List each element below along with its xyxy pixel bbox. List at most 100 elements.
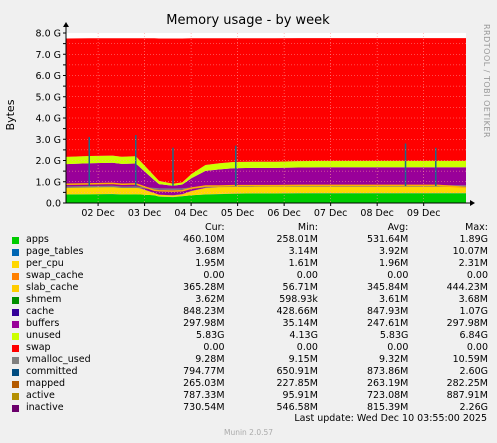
legend-swatch: [12, 260, 19, 268]
legend-swatch: [12, 272, 19, 280]
legend-avg: 3.61M: [379, 294, 409, 305]
legend-max: 3.68M: [458, 294, 488, 305]
legend-row-committed: committed 794.77M 650.91M 873.86M 2.60G: [12, 366, 488, 378]
plot-area: 0.0 1.0 G 2.0 G 3.0 G 4.0 G 5.0 G 6.0 G 7.0 G 8.…: [36, 22, 475, 219]
legend-max: 2.31M: [458, 258, 488, 269]
legend-avg: 723.08M: [366, 390, 409, 401]
legend-name: apps: [26, 234, 49, 245]
legend-max: 1.07G: [459, 306, 488, 317]
legend-header-avg: Avg:: [387, 222, 409, 233]
legend-min: 4.13G: [289, 330, 318, 341]
legend-max: 444.23M: [446, 282, 488, 293]
y-tick-label: 6.0 G: [36, 71, 62, 82]
legend-cur: 460.10M: [183, 234, 225, 245]
series-apps: [66, 193, 466, 203]
legend-min: 35.14M: [282, 318, 318, 329]
legend-avg: 9.32M: [379, 354, 409, 365]
y-tick-label: 7.0 G: [36, 50, 62, 61]
legend-cur: 787.33M: [183, 390, 225, 401]
legend-min: 95.91M: [282, 390, 318, 401]
memory-chart: Memory usage - by week Bytes RRDTOOL / T…: [4, 13, 491, 219]
legend-swatch: [12, 236, 19, 244]
legend-swatch: [12, 284, 19, 292]
legend-name: per_cpu: [26, 258, 64, 269]
legend-cur: 365.28M: [183, 282, 225, 293]
legend-avg: 5.83G: [379, 330, 409, 341]
legend-min: 650.91M: [276, 366, 318, 377]
legend-name: slab_cache: [26, 282, 79, 293]
legend-swatch: [12, 308, 19, 316]
legend-max: 1.89G: [459, 234, 488, 245]
legend-min: 0.00: [296, 342, 318, 353]
legend-swatch: [12, 356, 19, 364]
legend-max: 0.00: [466, 270, 488, 281]
legend-name: buffers: [26, 318, 60, 329]
legend-row-page-tables: page_tables 3.68M 3.14M 3.92M 10.07M: [12, 246, 488, 258]
x-tick-label: 09 Dec: [407, 208, 441, 219]
rrdtool-watermark: RRDTOOL / TOBI OETIKER: [482, 24, 491, 138]
legend-name: vmalloc_used: [26, 354, 91, 365]
legend-avg: 0.00: [387, 342, 409, 353]
legend-row-per-cpu: per_cpu 1.95M 1.61M 1.96M 2.31M: [12, 258, 488, 270]
legend: Cur: Min: Avg: Max: apps 460.10M 258.01M 53…: [12, 222, 488, 414]
series-unused: [66, 38, 466, 184]
legend-row-mapped: mapped 265.03M 227.85M 263.19M 282.25M: [12, 378, 488, 390]
legend-avg: 815.39M: [366, 402, 409, 413]
legend-row-slab-cache: slab_cache 365.28M 56.71M 345.84M 444.23M: [12, 282, 488, 294]
y-tick-label: 5.0 G: [36, 92, 62, 103]
y-tick-label: 4.0 G: [36, 114, 62, 125]
legend-header-cur: Cur:: [204, 222, 225, 233]
legend-max: 2.60G: [459, 366, 488, 377]
legend-min: 227.85M: [276, 378, 318, 389]
legend-avg: 873.86M: [366, 366, 409, 377]
chart-title: Memory usage - by week: [166, 13, 330, 28]
legend-min: 3.14M: [288, 246, 318, 257]
series-slab-cache: [66, 185, 466, 197]
legend-name: swap_cache: [26, 270, 84, 281]
legend-cur: 0.00: [203, 270, 225, 281]
legend-name: mapped: [26, 378, 66, 389]
legend-cur: 3.68M: [195, 246, 225, 257]
legend-cur: 848.23M: [183, 306, 225, 317]
legend-max: 282.25M: [446, 378, 488, 389]
x-tick-label: 07 Dec: [314, 208, 348, 219]
legend-cur: 9.28M: [195, 354, 225, 365]
x-tick-label: 02 Dec: [81, 208, 115, 219]
legend-min: 9.15M: [288, 354, 318, 365]
legend-swatch: [12, 344, 19, 352]
y-axis-label: Bytes: [4, 99, 17, 130]
legend-row-unused: unused 5.83G 4.13G 5.83G 6.84G: [12, 330, 488, 342]
legend-cur: 0.00: [203, 342, 225, 353]
x-tick-label: 05 Dec: [221, 208, 255, 219]
x-axis-arrow: [470, 200, 475, 206]
x-tick-label: 03 Dec: [128, 208, 162, 219]
legend-header: Cur: Min: Avg: Max:: [12, 222, 488, 234]
x-tick-label: 06 Dec: [267, 208, 301, 219]
y-axis-arrow: [63, 22, 69, 27]
y-tick-label: 8.0 G: [36, 29, 62, 40]
legend-name: shmem: [26, 294, 62, 305]
legend-max: 0.00: [466, 342, 488, 353]
legend-name: cache: [26, 306, 55, 317]
legend-row-vmalloc-used: vmalloc_used 9.28M 9.15M 9.32M 10.59M: [12, 354, 488, 366]
legend-row-cache: cache 848.23M 428.66M 847.93M 1.07G: [12, 306, 488, 318]
legend-min: 1.61M: [288, 258, 318, 269]
legend-row-inactive: inactive 730.54M 546.58M 815.39M 2.26G: [12, 402, 488, 414]
legend-name: inactive: [26, 402, 64, 413]
legend-swatch: [12, 320, 19, 328]
legend-row-swap-cache: swap_cache 0.00 0.00 0.00 0.00: [12, 270, 488, 282]
legend-max: 297.98M: [446, 318, 488, 329]
legend-cur: 794.77M: [183, 366, 225, 377]
legend-swatch: [12, 332, 19, 340]
x-tick-label: 08 Dec: [360, 208, 394, 219]
legend-avg: 0.00: [387, 270, 409, 281]
legend-avg: 3.92M: [379, 246, 409, 257]
legend-max: 887.91M: [446, 390, 488, 401]
legend-avg: 263.19M: [366, 378, 409, 389]
munin-version: Munin 2.0.57: [223, 428, 274, 437]
legend-header-max: Max:: [465, 222, 488, 233]
last-update: Last update: Wed Dec 10 03:55:00 2025: [294, 413, 487, 424]
legend-cur: 297.98M: [183, 318, 225, 329]
legend-row-shmem: shmem 3.62M 598.93k 3.61M 3.68M: [12, 294, 488, 306]
legend-name: swap: [26, 342, 51, 353]
